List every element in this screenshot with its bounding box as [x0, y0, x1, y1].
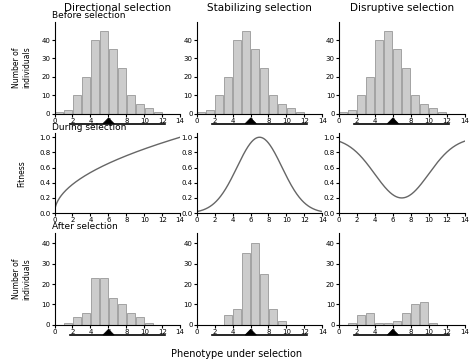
- Bar: [127, 313, 135, 325]
- Bar: [429, 323, 437, 325]
- Bar: [109, 49, 117, 114]
- Bar: [215, 95, 223, 114]
- Bar: [136, 104, 144, 114]
- Bar: [348, 110, 356, 114]
- Bar: [109, 298, 117, 325]
- Bar: [375, 323, 383, 325]
- Bar: [420, 303, 428, 325]
- Bar: [242, 31, 250, 114]
- Bar: [64, 323, 72, 325]
- Bar: [154, 112, 162, 114]
- Bar: [287, 108, 295, 114]
- Bar: [393, 321, 401, 325]
- Text: After selection: After selection: [52, 222, 118, 231]
- Bar: [375, 40, 383, 114]
- Bar: [73, 317, 81, 325]
- Bar: [260, 68, 268, 114]
- Bar: [118, 304, 126, 325]
- Bar: [224, 77, 232, 114]
- Bar: [127, 95, 135, 114]
- Bar: [145, 108, 153, 114]
- Bar: [411, 95, 419, 114]
- Bar: [339, 112, 347, 114]
- Bar: [100, 278, 108, 325]
- Bar: [251, 49, 259, 114]
- Bar: [82, 313, 90, 325]
- Bar: [91, 278, 99, 325]
- Bar: [402, 68, 410, 114]
- Bar: [357, 95, 365, 114]
- Bar: [82, 77, 90, 114]
- Bar: [233, 309, 241, 325]
- Bar: [357, 315, 365, 325]
- Text: During selection: During selection: [52, 123, 127, 132]
- Bar: [206, 110, 214, 114]
- Text: Fitness: Fitness: [17, 160, 26, 187]
- Bar: [278, 104, 286, 114]
- Bar: [393, 49, 401, 114]
- Bar: [269, 95, 277, 114]
- Text: Directional selection: Directional selection: [64, 3, 171, 13]
- Bar: [384, 31, 392, 114]
- Bar: [402, 313, 410, 325]
- Bar: [64, 110, 72, 114]
- Text: Before selection: Before selection: [52, 11, 126, 20]
- Bar: [145, 323, 153, 325]
- Bar: [366, 77, 374, 114]
- Bar: [411, 304, 419, 325]
- Bar: [91, 40, 99, 114]
- Bar: [73, 95, 81, 114]
- Bar: [420, 104, 428, 114]
- Bar: [118, 68, 126, 114]
- Bar: [278, 321, 286, 325]
- Bar: [384, 323, 392, 325]
- Bar: [260, 274, 268, 325]
- Text: Disruptive selection: Disruptive selection: [350, 3, 454, 13]
- Bar: [348, 323, 356, 325]
- Text: Number of
individuals: Number of individuals: [12, 47, 31, 88]
- Bar: [269, 309, 277, 325]
- Text: Stabilizing selection: Stabilizing selection: [207, 3, 312, 13]
- Text: Phenotype under selection: Phenotype under selection: [172, 349, 302, 359]
- Text: Number of
individuals: Number of individuals: [12, 258, 31, 300]
- Bar: [251, 243, 259, 325]
- Bar: [197, 112, 205, 114]
- Bar: [224, 315, 232, 325]
- Bar: [100, 31, 108, 114]
- Bar: [438, 112, 446, 114]
- Bar: [296, 112, 304, 114]
- Bar: [233, 40, 241, 114]
- Bar: [429, 108, 437, 114]
- Bar: [136, 317, 144, 325]
- Bar: [242, 253, 250, 325]
- Bar: [366, 313, 374, 325]
- Bar: [55, 112, 63, 114]
